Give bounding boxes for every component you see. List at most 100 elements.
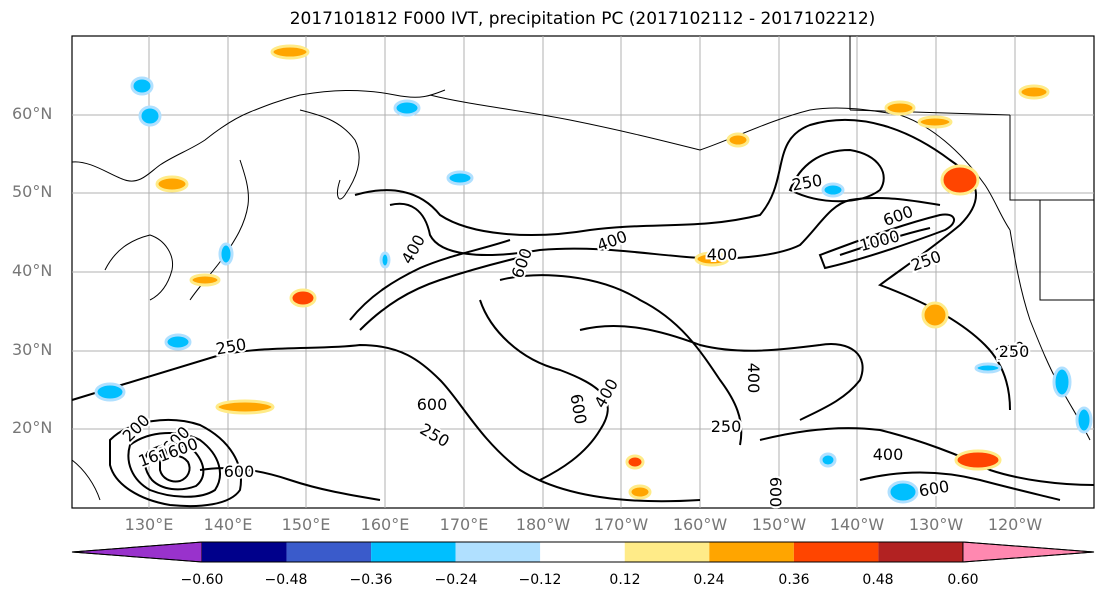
- contour-jet-w2: [359, 254, 531, 331]
- contour-tc-2: [127, 432, 221, 498]
- colorbar-segment: [371, 542, 456, 562]
- colorbar-tick-label: 0.60: [947, 572, 979, 588]
- precip-blob: [130, 76, 154, 96]
- lon-label: 160°W: [672, 515, 728, 534]
- colorbar-tick-label: 0.36: [778, 572, 810, 588]
- contour-600-a: [818, 213, 955, 270]
- colorbar-tick-label: −0.12: [518, 572, 562, 588]
- lon-label: 150°W: [751, 515, 807, 534]
- precip-blob: [94, 382, 126, 402]
- contour-1000: [839, 227, 931, 256]
- colorbar-extend-min: [71, 541, 203, 563]
- map-title: 2017101812 F000 IVT, precipitation PC (2…: [289, 9, 876, 29]
- precip-blob: [379, 251, 391, 269]
- contour-label: 600: [224, 462, 255, 481]
- colorbar-segment: [624, 542, 710, 562]
- contour-tc-1: [109, 419, 242, 508]
- precip-blob: [625, 454, 645, 470]
- precip-blob: [289, 288, 317, 308]
- ivt-contours: [71, 118, 1095, 508]
- precip-blob: [819, 452, 837, 468]
- lat-label-30n: 30°N: [12, 340, 53, 359]
- colorbar-segment: [286, 542, 372, 562]
- lon-label: 180°W: [515, 515, 571, 534]
- lon-label: 130°E: [124, 515, 174, 534]
- contour-label: 600: [417, 395, 448, 414]
- colorbar-segment: [455, 542, 541, 562]
- contour-400-mid: [499, 274, 743, 446]
- precip-blob: [921, 301, 949, 329]
- coast-na-west: [1009, 229, 1091, 441]
- precip-blob: [917, 115, 953, 129]
- colorbar-segment: [709, 542, 794, 562]
- lon-label: 130°W: [908, 515, 964, 534]
- colorbar-tick-label: −0.24: [434, 572, 478, 588]
- coast-asia-mainland: [71, 89, 446, 182]
- colorbar-segment: [540, 542, 625, 562]
- precip-blob: [884, 100, 916, 116]
- coast-korea: [104, 234, 174, 301]
- contour-sw-band: [199, 467, 381, 501]
- political-borders: [849, 36, 1094, 301]
- precip-blob: [155, 175, 189, 193]
- contour-400-se: [759, 427, 1095, 486]
- colorbar: [71, 541, 1095, 563]
- precip-blob: [694, 251, 730, 267]
- precip-blob: [1018, 84, 1050, 100]
- precip-blob: [270, 44, 310, 60]
- coastlines: [71, 89, 1091, 501]
- precip-anomaly-shading: [94, 44, 1093, 504]
- lon-label: 140°W: [829, 515, 885, 534]
- precip-blob: [446, 170, 474, 186]
- colorbar-tick-label: 0.12: [609, 572, 641, 588]
- colorbar-segment: [202, 542, 287, 562]
- precip-blob: [940, 164, 980, 196]
- contour-600-s: [579, 325, 864, 421]
- colorbar-tick-label: −0.60: [180, 572, 224, 588]
- colorbar-tick-label: 0.48: [862, 572, 894, 588]
- lon-label: 150°E: [281, 515, 331, 534]
- precip-blob: [164, 333, 192, 351]
- precip-blob: [138, 105, 162, 127]
- contour-250-loop: [788, 148, 885, 203]
- precip-blob: [726, 132, 750, 148]
- contour-label: 400: [873, 445, 904, 464]
- colorbar-segment: [793, 542, 879, 562]
- precip-blob: [821, 182, 845, 198]
- precip-blob: [954, 449, 1002, 471]
- contour-jet-w: [349, 239, 511, 321]
- contour-label: 400: [707, 245, 738, 264]
- colorbar-segment: [878, 542, 963, 562]
- contour-label: 250: [999, 342, 1030, 361]
- contour-600-se: [859, 471, 1061, 501]
- lat-label-60n: 60°N: [12, 104, 53, 123]
- lat-label-40n: 40°N: [12, 261, 53, 280]
- lat-label-20n: 20°N: [12, 418, 53, 437]
- contour-label: 400: [744, 363, 763, 394]
- lon-label: 140°E: [203, 515, 253, 534]
- contour-250-main: [354, 118, 1011, 411]
- precip-blob: [1052, 366, 1072, 398]
- contour-600-mid: [479, 299, 609, 481]
- precip-blob: [974, 362, 1002, 374]
- colorbar-outline: [71, 541, 1095, 563]
- contour-label: 250: [711, 417, 742, 436]
- colorbar-tick-label: −0.48: [264, 572, 308, 588]
- contour-label: 600: [766, 477, 785, 508]
- precip-blob: [887, 480, 919, 504]
- colorbar-tick-label: 0.24: [693, 572, 725, 588]
- contour-250-sw: [71, 343, 701, 503]
- coast-ph: [71, 459, 101, 501]
- lon-label: 170°E: [439, 515, 489, 534]
- precip-blob: [218, 242, 234, 266]
- precip-blob: [393, 99, 421, 117]
- contour-tc-4: [159, 454, 191, 483]
- precip-blob: [189, 273, 221, 287]
- colorbar-tick-label: −0.36: [349, 572, 393, 588]
- lon-label: 170°W: [593, 515, 649, 534]
- precip-blob: [1075, 406, 1093, 434]
- lon-label: 160°E: [360, 515, 410, 534]
- precip-blob: [215, 399, 275, 415]
- coast-kamchatka: [299, 109, 360, 200]
